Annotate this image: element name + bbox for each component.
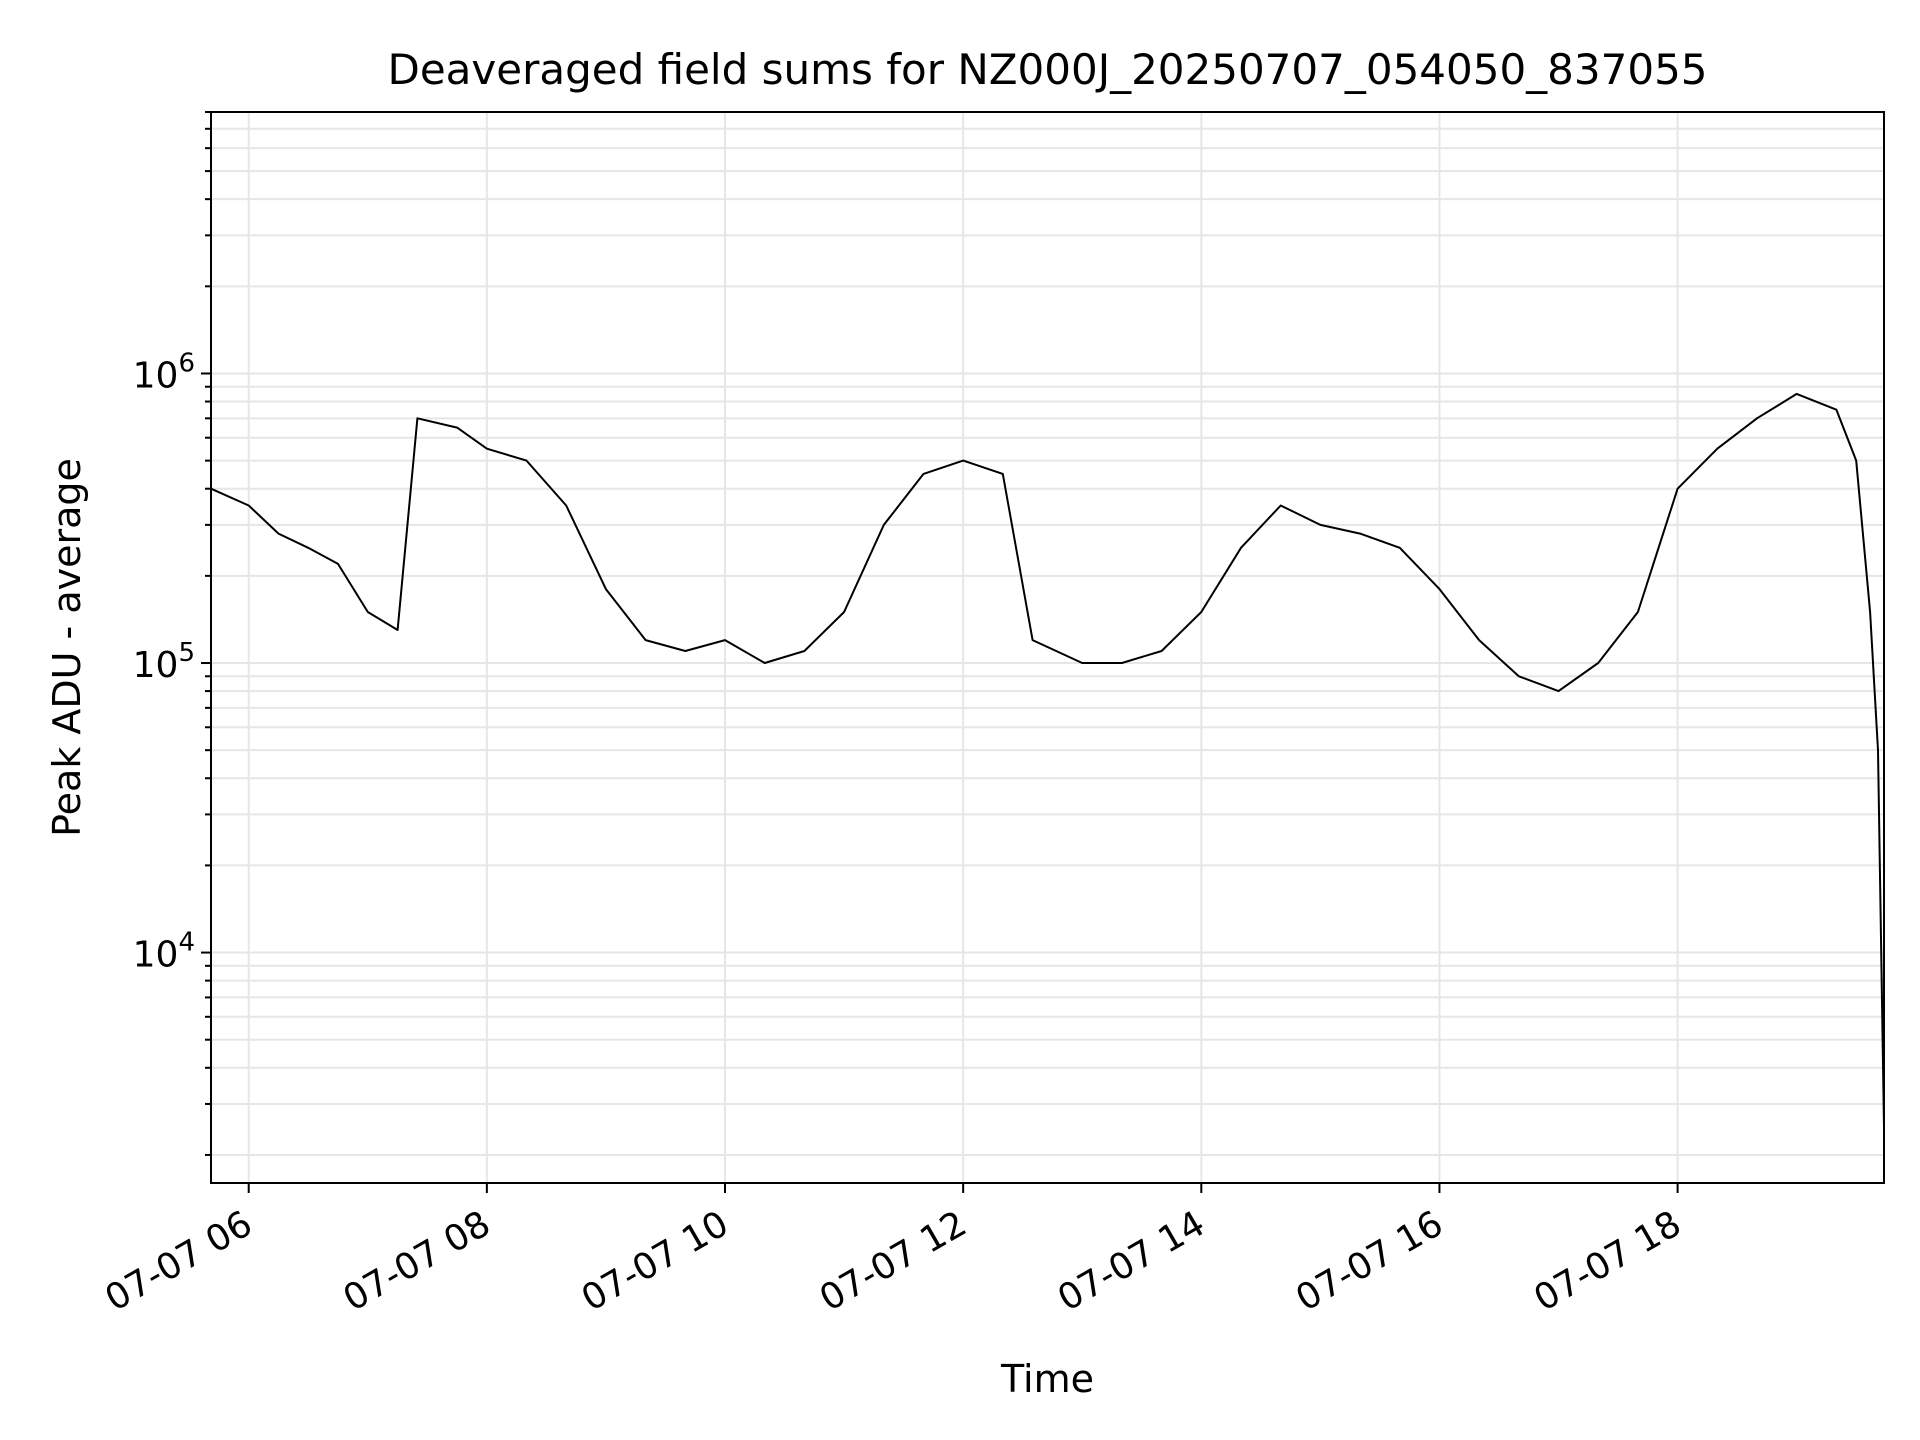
y-axis-label: Peak ADU - average	[45, 458, 89, 837]
y-tick-label: 104	[133, 928, 195, 976]
y-tick-label-base: 10	[133, 935, 179, 976]
y-tick-label-exponent: 4	[178, 928, 195, 958]
series-layer	[210, 392, 1885, 1127]
chart-title: Deaveraged field sums for NZ000J_2025070…	[387, 45, 1707, 94]
y-tick-label-base: 10	[133, 355, 179, 396]
y-tick-label: 106	[133, 348, 195, 396]
y-tick-label: 105	[133, 638, 195, 686]
y-tick-label-base: 10	[133, 645, 179, 686]
y-tick-label-exponent: 6	[178, 348, 195, 378]
x-axis-label: Time	[1000, 1357, 1094, 1401]
grid	[211, 111, 1884, 1183]
series-line	[210, 392, 1885, 1127]
plot-frame	[210, 111, 1885, 1184]
y-tick-label-exponent: 5	[178, 638, 195, 668]
